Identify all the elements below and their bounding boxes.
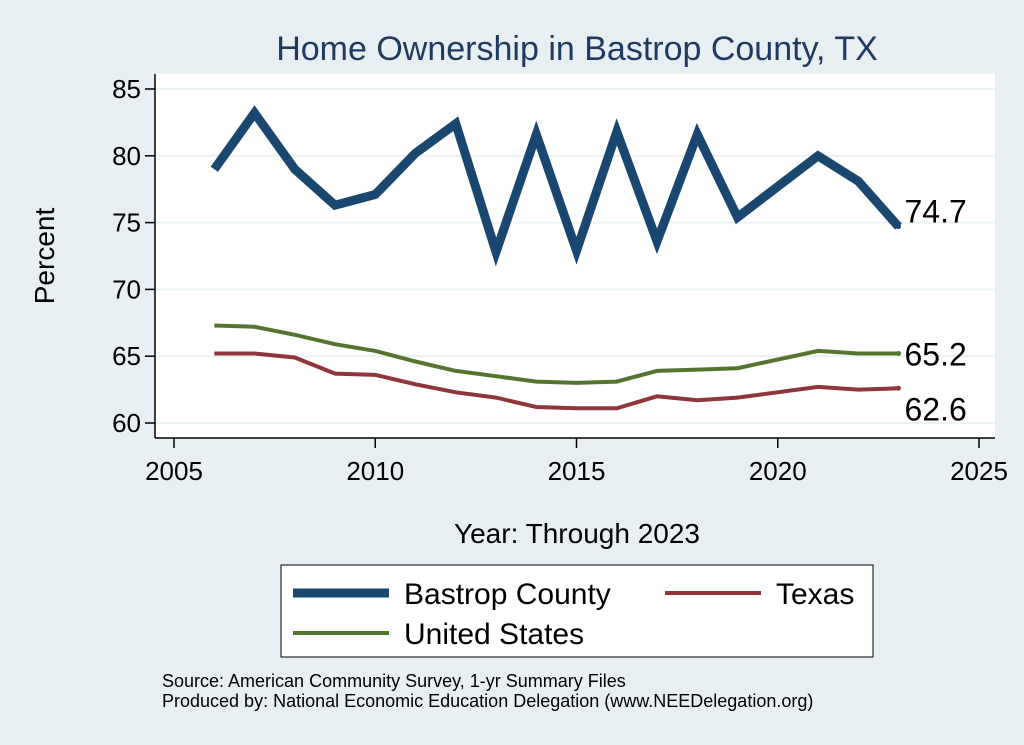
y-tick-label: 80 (112, 141, 141, 171)
legend-label-bastrop-county: Bastrop County (404, 578, 611, 611)
source-note: Source: American Community Survey, 1-yr … (162, 671, 626, 691)
series-line-bastrop-county (210, 105, 902, 267)
legend-items: Bastrop County Texas United States (293, 578, 854, 651)
x-tick-label: 2005 (145, 456, 203, 486)
y-axis-title: Percent (29, 208, 60, 305)
end-labels: 74.7 62.6 65.2 (896, 194, 967, 427)
legend-box (280, 564, 874, 658)
y-tick-label: 75 (112, 208, 141, 238)
end-label-bastrop-county: 74.7 (905, 194, 967, 230)
axes: 60 65 70 75 80 85 2005 2010 2015 2020 2025 (112, 74, 1008, 486)
y-tick-label: 70 (112, 274, 141, 304)
x-axis-title: Year: Through 2023 (454, 518, 700, 549)
series-group (210, 105, 902, 411)
legend: Bastrop County Texas United States (280, 564, 874, 658)
series-line-united-states (214, 323, 899, 385)
legend-label-texas: Texas (776, 578, 854, 611)
y-tick-label: 65 (112, 341, 141, 371)
x-tick-label: 2010 (346, 456, 404, 486)
producer-note: Produced by: National Economic Education… (162, 691, 814, 711)
end-marker-united-states (896, 351, 901, 357)
end-marker-bastrop-county (896, 224, 901, 230)
end-label-texas: 62.6 (905, 391, 967, 427)
end-marker-texas (896, 385, 901, 391)
chart-title: Home Ownership in Bastrop County, TX (276, 30, 878, 68)
end-label-united-states: 65.2 (905, 337, 967, 373)
y-tick-label: 85 (112, 74, 141, 104)
y-tick-label: 60 (112, 408, 141, 438)
x-tick-label: 2025 (950, 456, 1008, 486)
x-tick-label: 2015 (548, 456, 606, 486)
series-line-texas (214, 351, 899, 411)
x-tick-label: 2020 (749, 456, 807, 486)
legend-label-united-states: United States (404, 618, 584, 651)
footer: Source: American Community Survey, 1-yr … (162, 671, 813, 711)
